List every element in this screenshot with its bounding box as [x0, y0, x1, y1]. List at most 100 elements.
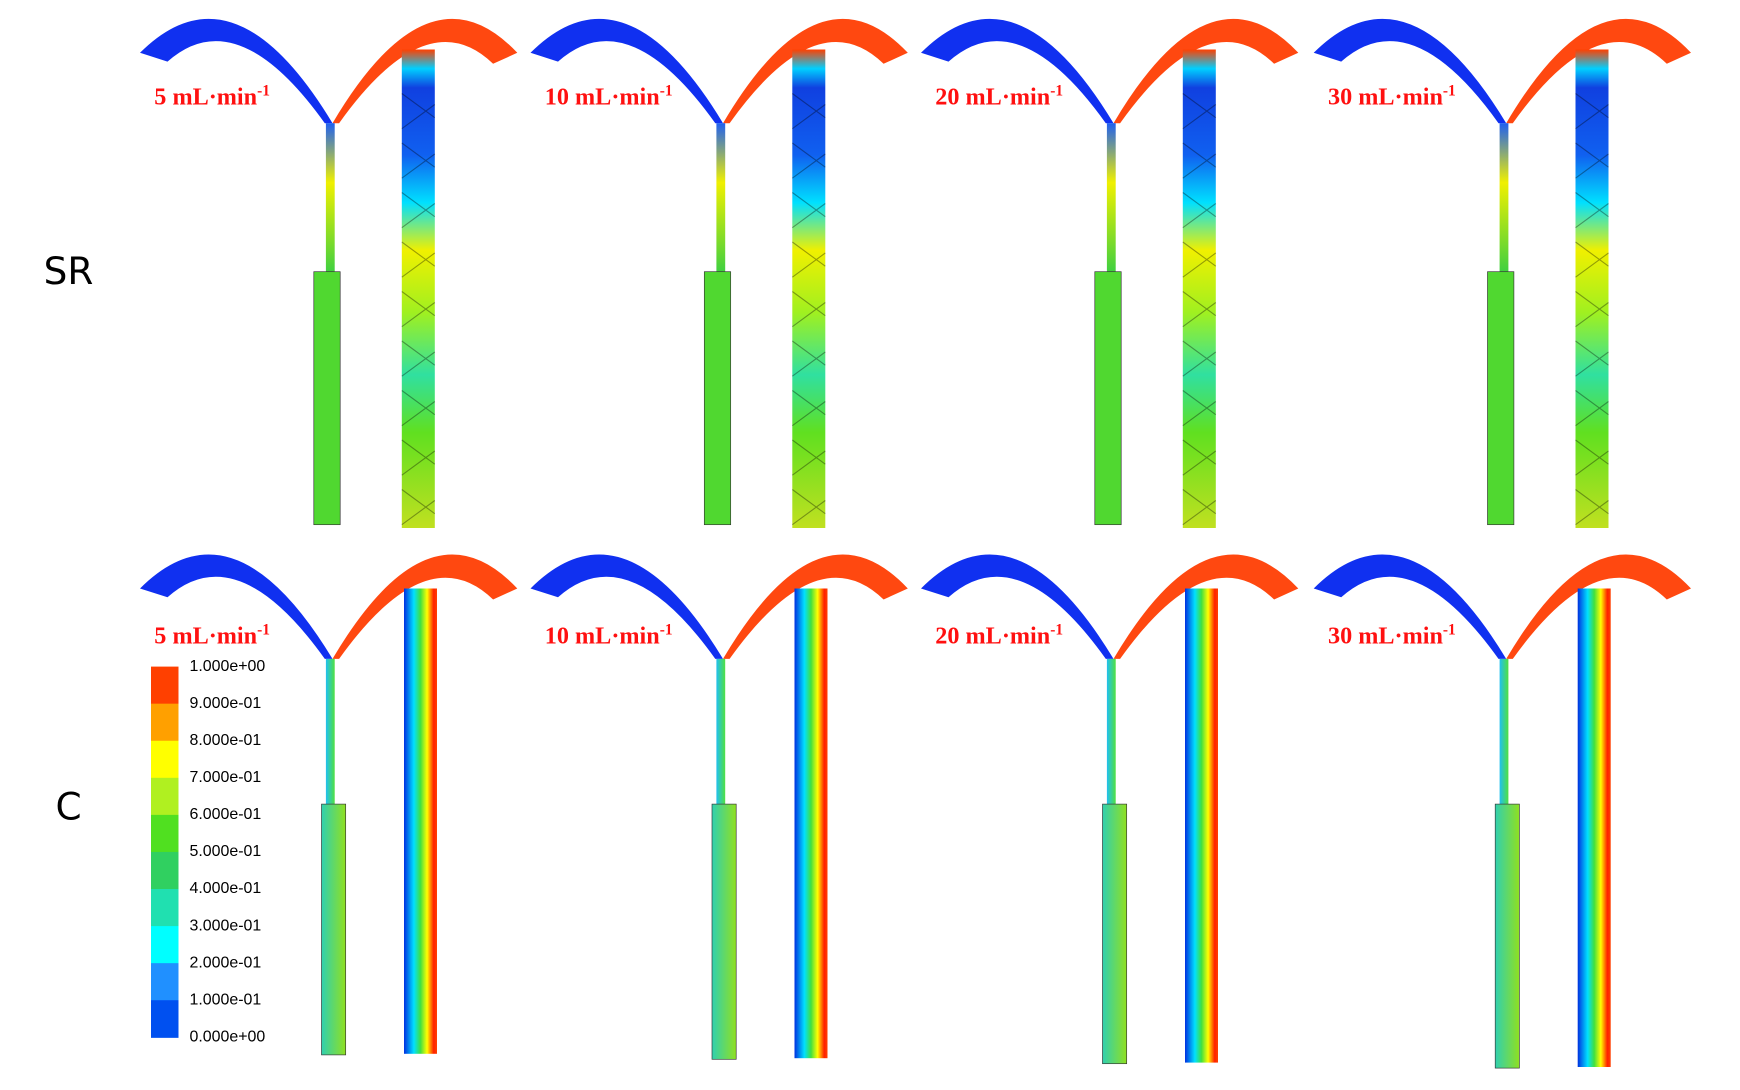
- legend-swatch: [151, 926, 179, 964]
- flow-rate-exponent: -1: [660, 622, 673, 639]
- twist-line: [401, 142, 436, 179]
- flow-rate-label: 5 mL·min-1: [154, 83, 270, 111]
- inlet-arc-left: [1313, 18, 1507, 124]
- panel: 10 mL·min-1: [530, 18, 908, 528]
- outlet-channel: [313, 271, 341, 526]
- thin-channel: [716, 123, 726, 272]
- mixing-channel: [401, 49, 435, 528]
- outlet-channel: [1094, 271, 1122, 526]
- inlet-arc-left: [140, 18, 333, 124]
- twist-line: [1575, 390, 1609, 427]
- inlet-arc-right: [1113, 554, 1299, 659]
- flow-rate-label: 10 mL·min-1: [545, 83, 673, 111]
- inlet-arc-left: [140, 554, 333, 659]
- flow-rate-label: 20 mL·min-1: [935, 83, 1063, 111]
- twist-line: [1575, 93, 1609, 130]
- flow-rate: 10 mL·min: [545, 84, 660, 111]
- legend-swatch: [151, 666, 179, 705]
- flow-rate: 5 mL·min: [154, 84, 257, 111]
- twist-line: [791, 142, 826, 179]
- outlet-channel: [703, 271, 732, 526]
- twist-line: [401, 241, 436, 278]
- panel: 30 mL·min-1: [1313, 18, 1691, 528]
- twist-line: [791, 192, 826, 229]
- mixing-channel: [792, 49, 826, 528]
- mixing-channel: [1575, 49, 1609, 528]
- flow-rate-exponent: -1: [257, 83, 270, 100]
- legend-label: 1.000e-01: [190, 991, 262, 1008]
- panel: 5 mL·min-1: [140, 18, 518, 528]
- panel: 20 mL·min-1: [921, 554, 1299, 1065]
- figure-body: SR5 mL·min-1 10 mL·min-1 20 mL·min-1 30 mL·…: [44, 18, 1691, 1069]
- legend-swatch: [151, 777, 179, 816]
- outlet-channel: [1487, 271, 1515, 526]
- mixing-channel: [1577, 588, 1611, 1067]
- twist-line: [401, 489, 436, 526]
- legend-label: 0.000e+00: [190, 1029, 266, 1046]
- flow-rate-exponent: -1: [257, 622, 270, 639]
- outlet-channel: [321, 803, 347, 1056]
- twist-line: [1182, 192, 1217, 229]
- twist-line: [1182, 340, 1217, 377]
- flow-rate-label: 10 mL·min-1: [545, 622, 673, 650]
- legend-swatch: [151, 740, 179, 779]
- twist-line: [401, 93, 436, 130]
- panel: 5 mL·min-1: [140, 554, 518, 1056]
- twist-line: [401, 291, 436, 328]
- panel: 30 mL·min-1: [1313, 554, 1691, 1069]
- flow-rate: 20 mL·min: [935, 84, 1050, 111]
- legend-swatch: [151, 963, 179, 1001]
- twist-line: [791, 489, 826, 526]
- legend-label: 1.000e+00: [190, 658, 266, 675]
- legend-label: 9.000e-01: [190, 695, 262, 712]
- flow-rate-label: 5 mL·min-1: [154, 622, 270, 650]
- twist-line: [791, 291, 826, 328]
- thin-channel: [716, 658, 726, 805]
- row-label: C: [55, 784, 81, 828]
- flow-rate-label: 30 mL·min-1: [1328, 622, 1456, 650]
- inlet-arc-right: [332, 554, 518, 659]
- twist-line: [1575, 340, 1609, 377]
- inlet-arc-right: [1506, 18, 1691, 124]
- inlet-arc-left: [530, 18, 723, 124]
- mixing-channel: [404, 588, 437, 1054]
- thin-channel: [1499, 658, 1509, 805]
- flow-rate-exponent: -1: [1050, 622, 1063, 639]
- twist-line: [1575, 142, 1609, 179]
- legend-swatch: [151, 814, 179, 853]
- row-label: SR: [44, 249, 94, 293]
- legend-swatch: [151, 889, 179, 927]
- inlet-arc-right: [723, 18, 908, 124]
- twist-line: [791, 439, 826, 476]
- thin-channel: [325, 123, 335, 272]
- inlet-arc-left: [1313, 554, 1507, 659]
- twist-line: [791, 241, 826, 278]
- twist-line: [401, 192, 436, 229]
- inlet-arc-right: [1506, 554, 1691, 659]
- twist-line: [401, 340, 436, 377]
- twist-line: [1182, 489, 1217, 526]
- inlet-arc-right: [332, 18, 518, 124]
- outlet-channel: [1102, 803, 1128, 1065]
- twist-line: [791, 390, 826, 427]
- legend-label: 6.000e-01: [190, 806, 262, 823]
- twist-line: [791, 340, 826, 377]
- inlet-arc-left: [921, 18, 1114, 124]
- inlet-arc-left: [921, 554, 1114, 659]
- flow-rate: 5 mL·min: [154, 623, 257, 650]
- twist-line: [401, 439, 436, 476]
- thin-channel: [1499, 123, 1509, 272]
- inlet-arc-left: [530, 554, 723, 659]
- twist-line: [1182, 291, 1217, 328]
- legend-label: 3.000e-01: [190, 917, 262, 934]
- twist-line: [401, 390, 436, 427]
- twist-line: [1575, 439, 1609, 476]
- mixing-channel: [794, 588, 828, 1059]
- twist-line: [1182, 241, 1217, 278]
- outlet-channel: [1494, 803, 1520, 1069]
- twist-line: [1575, 291, 1609, 328]
- twist-line: [1182, 93, 1217, 130]
- flow-rate: 10 mL·min: [545, 623, 660, 650]
- legend-label: 8.000e-01: [190, 732, 262, 749]
